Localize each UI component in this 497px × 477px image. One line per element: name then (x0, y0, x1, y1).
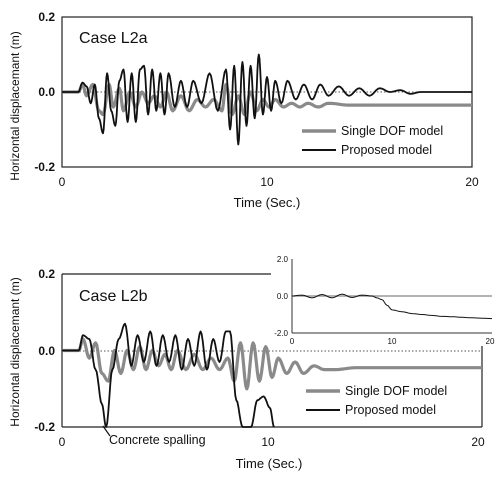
chart-1-series-single-dof-line (62, 82, 472, 117)
chart-2-ytick-bottom: -0.2 (34, 420, 55, 434)
chart-1-series-proposed-line (62, 53, 472, 146)
chart-2-inset-xtick-0: 0 (290, 337, 295, 346)
chart-1: Horizontal displacemant (m) 0.2 0.0 -0.2… (8, 10, 479, 210)
chart-2-inset-ytick-bottom: -2.0 (274, 329, 288, 338)
chart-2-inset-ytick-top: 2.0 (277, 255, 289, 264)
chart-1-title: Case L2a (79, 30, 148, 47)
chart-2-inset-background (271, 252, 495, 346)
chart-1-xtick-10: 10 (260, 175, 274, 189)
chart-2-inset-series-proposed-line (291, 293, 493, 320)
chart-2: Horizontal displacemant (m) 0.2 0.0 -0.2… (8, 252, 495, 471)
chart-1-legend: Single DOF model Proposed model (302, 124, 443, 157)
chart-2-legend-label-proposed: Proposed model (345, 403, 436, 417)
chart-2-x-label: Time (Sec.) (236, 456, 303, 471)
chart-1-legend-label-proposed: Proposed model (341, 143, 432, 157)
chart-1-ytick-top: 0.2 (38, 10, 55, 24)
chart-1-ytick-mid: 0.0 (38, 85, 55, 99)
chart-2-inset-xtick-10: 10 (388, 337, 397, 346)
chart-2-ytick-top: 0.2 (38, 267, 55, 281)
chart-2-y-label: Horizontal displacemant (m) (8, 277, 22, 426)
chart-1-xtick-20: 20 (465, 175, 479, 189)
chart-1-y-label: Horizontal displacemant (m) (8, 31, 22, 180)
chart-1-x-label: Time (Sec.) (234, 195, 301, 210)
chart-2-annotation-concrete-spalling: Concrete spalling (109, 433, 206, 447)
chart-1-ytick-bottom: -0.2 (34, 160, 55, 174)
chart-2-xtick-0: 0 (59, 435, 66, 449)
chart-2-series-proposed-line (62, 322, 275, 428)
chart-2-series-single-dof-line (62, 337, 482, 391)
chart-2-xtick-10: 10 (261, 435, 275, 449)
chart-2-inset-xtick-20: 20 (486, 337, 495, 346)
chart-2-legend-label-single-dof: Single DOF model (345, 384, 447, 398)
chart-2-annotation-pointer (102, 425, 111, 437)
chart-1-xtick-0: 0 (59, 175, 66, 189)
chart-2-xtick-20: 20 (471, 435, 485, 449)
chart-2-ytick-mid: 0.0 (38, 344, 55, 358)
chart-2-legend: Single DOF model Proposed model (306, 384, 447, 417)
chart-2-inset: 2.0 0.0 -2.0 0 10 20 (271, 252, 495, 346)
chart-1-legend-label-single-dof: Single DOF model (341, 124, 443, 138)
chart-2-title: Case L2b (79, 288, 148, 305)
chart-2-inset-ytick-mid: 0.0 (277, 292, 289, 301)
